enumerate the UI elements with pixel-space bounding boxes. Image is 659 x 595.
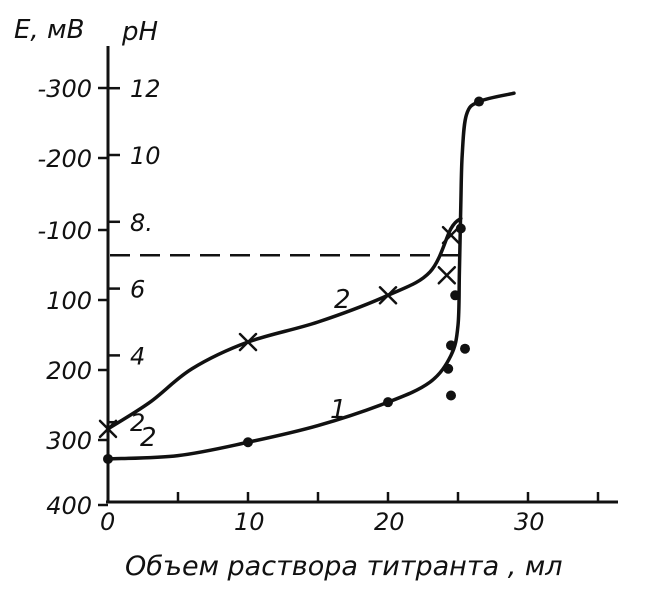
curves-group bbox=[106, 91, 516, 461]
markers-group bbox=[98, 96, 484, 464]
series-2-point-1 bbox=[238, 332, 258, 352]
cross-stroke bbox=[238, 332, 258, 352]
series-2-point-4 bbox=[441, 225, 461, 245]
cross-stroke bbox=[441, 225, 461, 245]
e-tick-label-2: -100 bbox=[38, 217, 92, 245]
ph-tick-label-0: 12 bbox=[130, 75, 161, 103]
series-2-point-3 bbox=[437, 265, 457, 285]
e-tick-label-1: -200 bbox=[38, 145, 92, 173]
curve-2-start-label: 2 bbox=[140, 423, 157, 453]
cross-stroke bbox=[378, 286, 398, 305]
x-tick-label-30: 30 bbox=[514, 508, 545, 536]
ph-tick-label-1: 10 bbox=[130, 142, 161, 170]
x-tick-label-10: 10 bbox=[234, 508, 265, 536]
series-1-point-1 bbox=[243, 437, 253, 448]
series-2-curve bbox=[106, 216, 463, 431]
ph-tick-label-5: 2 bbox=[130, 409, 145, 437]
ph-tick-label-3: 6 bbox=[130, 276, 145, 304]
right-axis-title: pH bbox=[121, 17, 158, 47]
series-1-point-6 bbox=[474, 96, 484, 107]
series-1-curve bbox=[106, 91, 516, 461]
series-1-point-4 bbox=[450, 290, 461, 301]
series-1-point-2 bbox=[383, 397, 393, 408]
x-axis-title: Объем раствора титранта , мл bbox=[125, 551, 562, 582]
cross-stroke bbox=[437, 265, 457, 285]
x-tick-label-20: 20 bbox=[374, 508, 405, 536]
series-1-extra-point-2 bbox=[460, 343, 470, 354]
series-1-point-3 bbox=[443, 363, 454, 374]
series-1-extra-point-1 bbox=[446, 340, 456, 351]
cross-stroke bbox=[98, 419, 118, 439]
ph-tick-label-4: 4 bbox=[130, 342, 145, 370]
e-tick-label-6: 400 bbox=[46, 492, 92, 520]
e-tick-label-5: 300 bbox=[46, 427, 92, 455]
e-tick-label-3: 100 bbox=[46, 287, 92, 315]
e-tick-label-4: 200 bbox=[46, 357, 92, 385]
ph-tick-label-2: 8. bbox=[130, 209, 153, 237]
e-tick-label-0: -300 bbox=[38, 75, 92, 103]
tick-labels-group: 0 10 20 30 12 10 8. 6 4 2 -300 -200 -100 100 200 300 400 bbox=[38, 75, 545, 536]
series-2-point-0 bbox=[98, 419, 118, 439]
series-1-extra-point-0 bbox=[446, 390, 456, 401]
curve-2-label: 2 bbox=[334, 285, 351, 315]
ticks-group bbox=[98, 86, 600, 507]
x-tick-label-0: 0 bbox=[100, 508, 115, 536]
series-2-point-2 bbox=[378, 286, 398, 305]
left-axis-title: E, мВ bbox=[14, 15, 84, 45]
series-1-point-5 bbox=[455, 223, 466, 234]
series-1-point-0 bbox=[103, 453, 113, 464]
